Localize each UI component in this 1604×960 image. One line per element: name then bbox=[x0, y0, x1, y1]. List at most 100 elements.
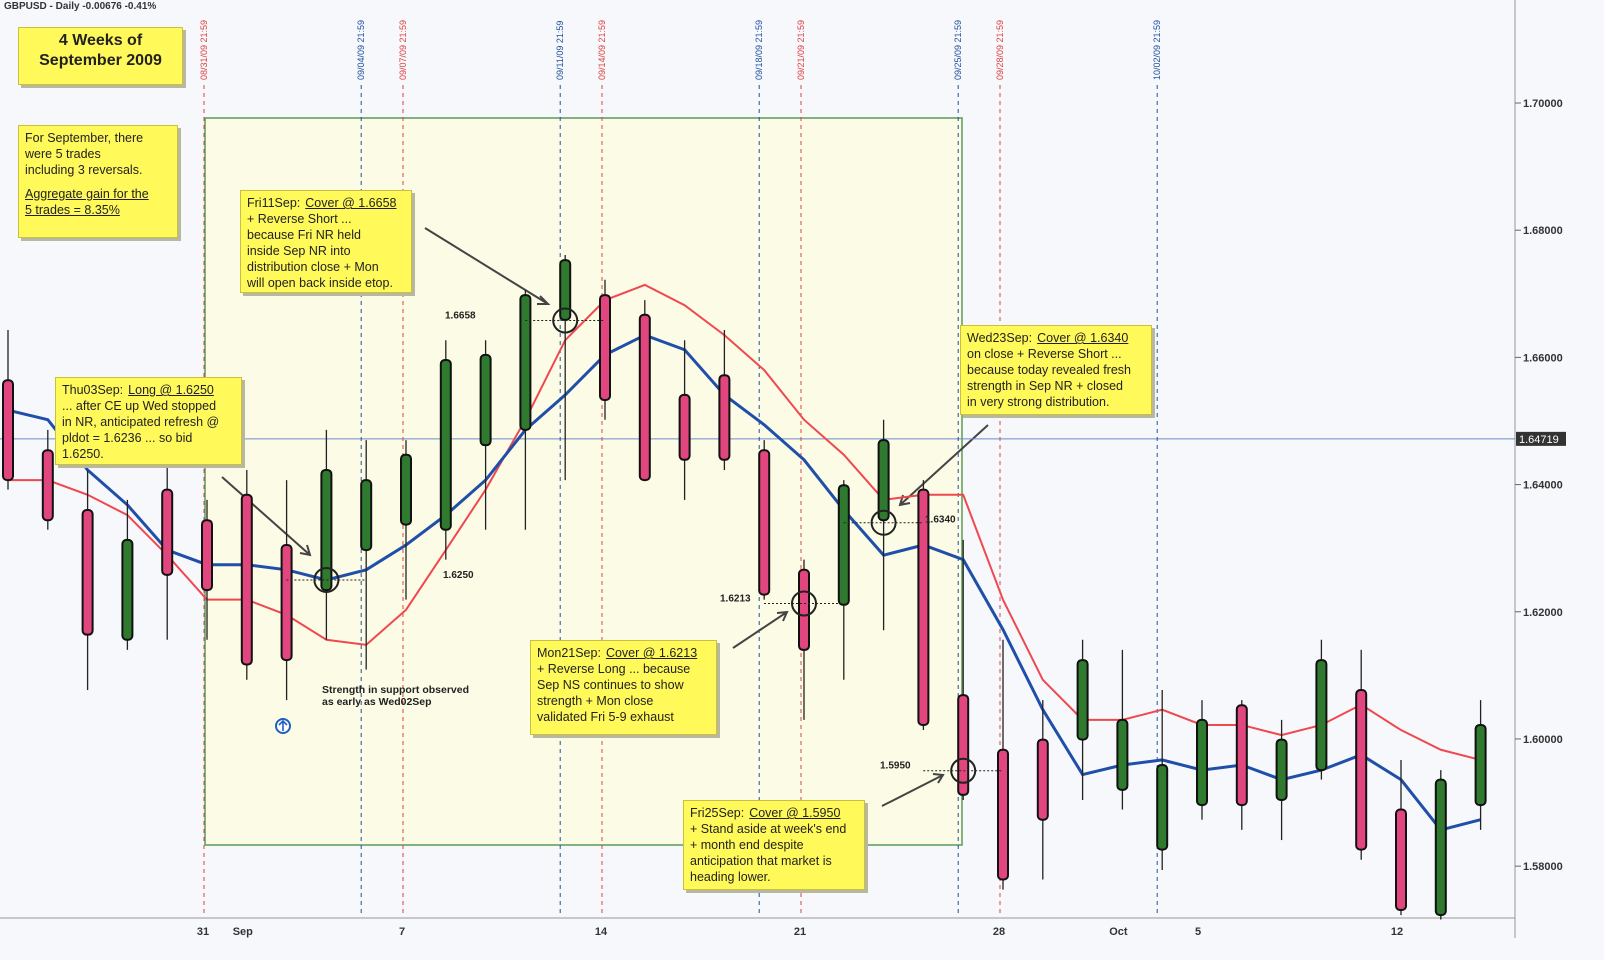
candle-body bbox=[1315, 659, 1328, 772]
note-trade-span: Cover @ 1.5950 bbox=[749, 806, 841, 820]
date-marker-label: 10/02/09 21:59 bbox=[1152, 20, 1162, 80]
y-tick-label: 1.58000 bbox=[1523, 861, 1563, 873]
summary-line: including 3 reversals. bbox=[25, 163, 143, 177]
date-marker-label: 09/11/09 21:59 bbox=[555, 21, 565, 80]
note-line: in very strong distribution. bbox=[967, 395, 1110, 409]
note-line: strength + Mon close bbox=[537, 694, 654, 708]
summary-line: For September, there bbox=[25, 131, 144, 145]
trade-note: Wed23Sep: Cover @ 1.6340 on close + Revers… bbox=[960, 325, 1152, 415]
candle-body bbox=[161, 488, 174, 576]
note-line: 1.6250. bbox=[62, 447, 104, 461]
candle-body bbox=[1395, 808, 1407, 912]
candle-body bbox=[917, 488, 930, 726]
summary-emphasis: 5 trades = 8.35% bbox=[25, 203, 120, 217]
candle-body bbox=[718, 374, 731, 461]
y-tick-label: 1.68000 bbox=[1523, 225, 1563, 237]
level-label: 1.6658 bbox=[445, 311, 476, 322]
candle-body bbox=[559, 259, 572, 321]
candle-body bbox=[400, 453, 412, 526]
candle-body bbox=[479, 353, 492, 447]
x-tick-label: 12 bbox=[1391, 926, 1403, 938]
note-line: + month end despite bbox=[690, 838, 804, 852]
note-line: distribution close + Mon bbox=[247, 260, 379, 274]
note-day-span: Wed23Sep: bbox=[967, 331, 1033, 345]
candle-body bbox=[1355, 688, 1368, 851]
candle-body bbox=[1275, 738, 1288, 802]
candle-body bbox=[877, 439, 890, 522]
candle-body bbox=[519, 294, 532, 431]
candle-body bbox=[997, 748, 1009, 881]
y-tick-label: 1.60000 bbox=[1523, 734, 1563, 746]
y-tick-label: 1.66000 bbox=[1523, 352, 1563, 364]
x-tick-label: 31 bbox=[197, 926, 209, 938]
date-marker-label: 09/28/09 21:59 bbox=[995, 20, 1005, 80]
candle-body bbox=[758, 449, 771, 596]
candle-body bbox=[320, 468, 333, 592]
candle-body bbox=[1196, 718, 1208, 807]
date-marker-label: 09/14/09 21:59 bbox=[597, 20, 607, 80]
indicator-line bbox=[8, 283, 1481, 761]
note-trade-span: Cover @ 1.6340 bbox=[1037, 331, 1129, 345]
date-marker-label: 09/25/09 21:59 bbox=[953, 20, 963, 80]
date-marker-label: 09/04/09 21:59 bbox=[356, 20, 366, 80]
note-line: on close + Reverse Short ... bbox=[967, 347, 1122, 361]
note-head: Wed23Sep: Cover @ 1.6340 bbox=[967, 330, 1145, 346]
support-line: as early as Wed02Sep bbox=[322, 696, 432, 708]
support-note: Strength in support observed as early as … bbox=[322, 684, 469, 708]
date-marker-label: 09/07/09 21:59 bbox=[398, 20, 408, 80]
note-trade-span: Cover @ 1.6658 bbox=[305, 196, 397, 210]
level-label: 1.5950 bbox=[880, 761, 911, 772]
arrows bbox=[221, 227, 989, 807]
x-tick-label: 14 bbox=[595, 926, 608, 938]
candle-body bbox=[1036, 738, 1049, 821]
x-tick-label: Oct bbox=[1109, 926, 1128, 938]
note-line: will open back inside etop. bbox=[247, 276, 393, 290]
note-head: Thu03Sep: Long @ 1.6250 bbox=[62, 382, 235, 398]
candle-body bbox=[439, 358, 452, 531]
heading-line: September 2009 bbox=[39, 52, 162, 69]
summary-emphasis: Aggregate gain for the bbox=[25, 187, 149, 201]
x-tick-label: 21 bbox=[794, 926, 806, 938]
level-label: 1.6250 bbox=[443, 570, 474, 581]
heading-note: 4 Weeks of September 2009 bbox=[18, 27, 183, 85]
x-tick-label: 5 bbox=[1195, 926, 1201, 938]
x-tick-label: Sep bbox=[233, 926, 253, 938]
trade-note: Fri11Sep: Cover @ 1.6658 + Reverse Short .… bbox=[240, 190, 412, 293]
candle-body bbox=[1156, 764, 1169, 851]
y-tick-label: 1.64000 bbox=[1523, 480, 1563, 492]
candle-body bbox=[1116, 718, 1129, 791]
price-tag-label: 1.64719 bbox=[1519, 434, 1559, 446]
candle-body bbox=[81, 509, 94, 636]
note-trade-span: Cover @ 1.6213 bbox=[605, 646, 698, 660]
note-line: because Fri NR held bbox=[247, 228, 361, 242]
price-tag bbox=[1516, 431, 1566, 446]
signal-icon-arrow bbox=[278, 719, 288, 731]
y-tick-label: 1.62000 bbox=[1523, 607, 1563, 619]
x-tick-label: 7 bbox=[399, 926, 405, 938]
candle-body bbox=[201, 519, 213, 592]
note-line: inside Sep NR into bbox=[247, 244, 351, 258]
spacer bbox=[25, 178, 171, 186]
candle-body bbox=[638, 313, 651, 482]
y-tick-label: 1.70000 bbox=[1523, 98, 1563, 110]
note-day-span: Mon21Sep: bbox=[537, 646, 601, 660]
chart-title: GBPUSD - Daily -0.00676 -0.41% bbox=[4, 1, 156, 12]
candle-body bbox=[678, 393, 691, 461]
candle-body bbox=[240, 493, 253, 666]
note-line: + Stand aside at week's end bbox=[690, 822, 847, 836]
note-line: pldot = 1.6236 ... so bid bbox=[62, 431, 193, 445]
summary-note: For September, there were 5 trades includi… bbox=[18, 125, 178, 238]
summary-line: were 5 trades bbox=[25, 147, 101, 161]
candle-body bbox=[121, 538, 134, 641]
note-line: strength in Sep NR + closed bbox=[967, 379, 1123, 393]
candle-body bbox=[599, 294, 611, 402]
candle-body bbox=[280, 543, 293, 662]
date-marker-label: 09/21/09 21:59 bbox=[796, 20, 806, 80]
candle-body bbox=[1474, 723, 1487, 807]
note-head: Fri11Sep: Cover @ 1.6658 bbox=[247, 195, 405, 211]
candle-body bbox=[41, 449, 54, 522]
note-line: validated Fri 5-9 exhaust bbox=[537, 710, 674, 724]
note-day-span: Thu03Sep: bbox=[62, 383, 124, 397]
support-line: Strength in support observed bbox=[322, 684, 470, 696]
